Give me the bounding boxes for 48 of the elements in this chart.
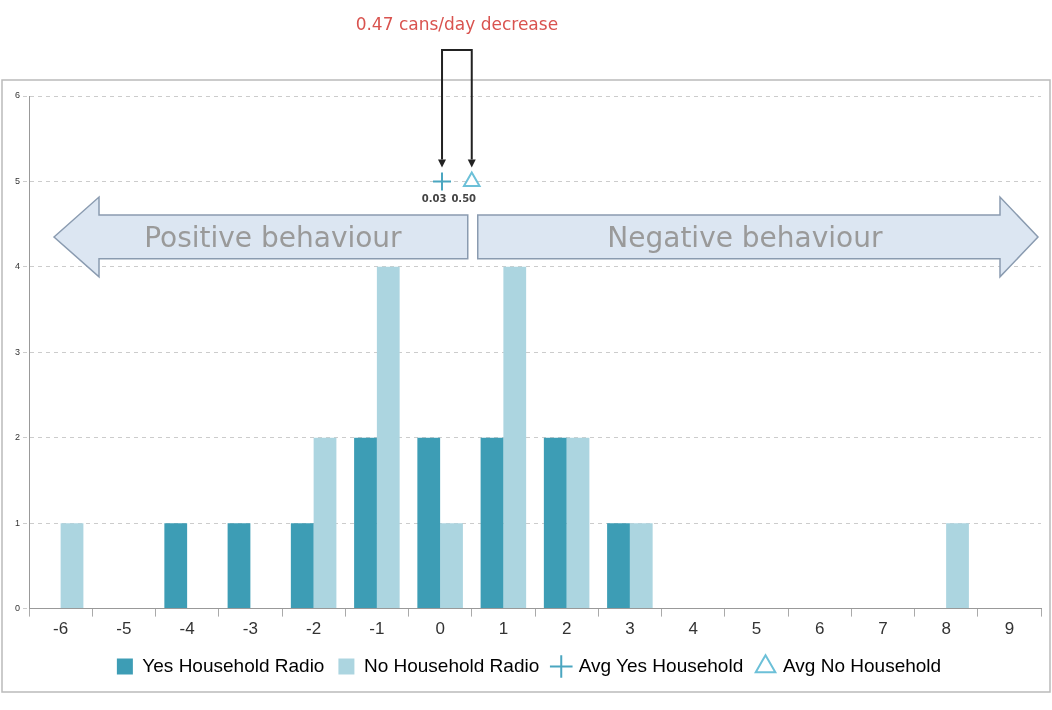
y-tick-label: 3 bbox=[14, 346, 21, 357]
bar bbox=[354, 437, 377, 609]
bar bbox=[629, 523, 653, 609]
bar bbox=[313, 437, 337, 609]
annotation: 0.03 bbox=[421, 193, 447, 205]
x-tick-label: 4 bbox=[688, 619, 698, 639]
x-tick-label: 1 bbox=[498, 619, 509, 639]
text: 0.47 cans/day decrease bbox=[355, 14, 559, 34]
bar bbox=[60, 523, 84, 609]
bar bbox=[227, 523, 251, 609]
x-tick-label: 0 bbox=[435, 619, 445, 639]
y-tick-label: 1 bbox=[14, 517, 21, 528]
legend-label: Avg No Household bbox=[783, 654, 942, 676]
annotation: Positive behaviour bbox=[144, 220, 402, 254]
bar bbox=[543, 437, 567, 609]
x-tick-label: 7 bbox=[878, 619, 888, 639]
annotation: Negative behaviour bbox=[607, 220, 883, 254]
bar bbox=[376, 266, 400, 609]
legend-label: Yes Household Radio bbox=[142, 654, 325, 676]
x-tick-label: -2 bbox=[306, 619, 322, 639]
y-tick-label: 6 bbox=[14, 90, 21, 101]
bar bbox=[503, 266, 527, 609]
x-tick-label: 6 bbox=[814, 619, 825, 639]
bar bbox=[164, 523, 188, 609]
bar bbox=[290, 523, 314, 609]
x-tick-label: -3 bbox=[242, 619, 258, 639]
annotation: 0.50 bbox=[451, 193, 477, 205]
x-tick-label: 8 bbox=[941, 619, 951, 639]
bar bbox=[566, 437, 590, 609]
y-tick-label: 0 bbox=[14, 603, 21, 614]
x-tick-label: 5 bbox=[751, 619, 762, 639]
bar bbox=[946, 523, 969, 609]
x-tick-label: 3 bbox=[625, 619, 635, 639]
bar bbox=[417, 437, 441, 609]
bar bbox=[607, 523, 630, 609]
x-tick-label: -5 bbox=[116, 619, 132, 639]
y-tick-label: 4 bbox=[14, 261, 21, 272]
legend-label: Avg Yes Household bbox=[578, 654, 744, 676]
legend-label: No Household Radio bbox=[363, 654, 540, 676]
x-tick-label: 9 bbox=[1004, 619, 1015, 639]
x-tick-label: -1 bbox=[369, 619, 385, 639]
x-tick-label: 2 bbox=[561, 619, 572, 639]
y-tick-label: 5 bbox=[14, 175, 21, 186]
x-tick-label: -4 bbox=[179, 619, 195, 639]
x-tick-label: -6 bbox=[53, 619, 69, 639]
bar bbox=[440, 523, 463, 609]
y-tick-label: 2 bbox=[14, 432, 21, 443]
bar bbox=[480, 437, 504, 609]
